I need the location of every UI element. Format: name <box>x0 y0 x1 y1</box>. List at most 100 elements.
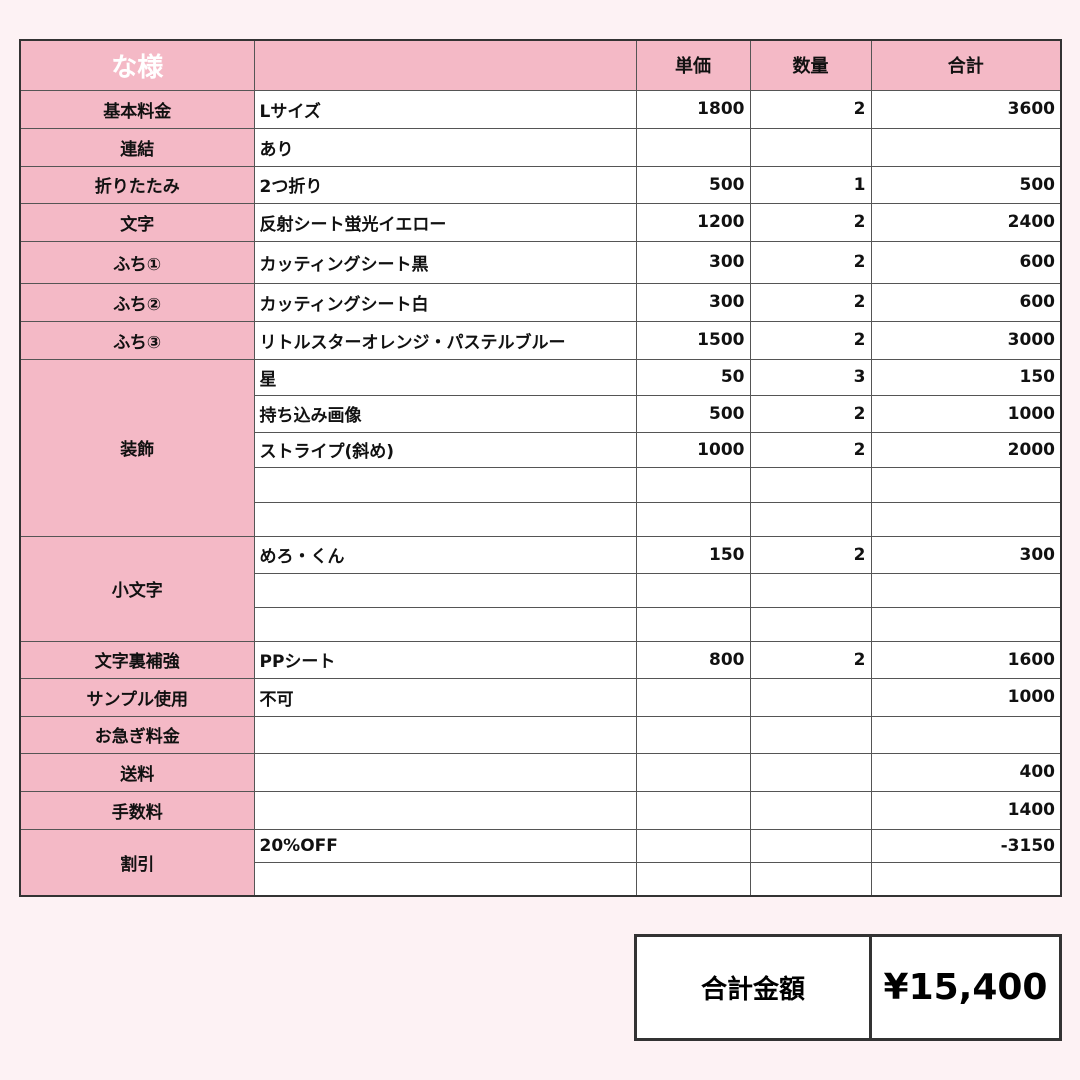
unit-price: 1000 <box>635 431 751 468</box>
line-total: 2400 <box>870 202 1062 242</box>
item-description <box>253 606 637 642</box>
item-description: リトルスターオレンジ・パステルブルー <box>253 320 637 360</box>
quantity <box>749 677 872 717</box>
line-total: -3150 <box>870 828 1062 863</box>
table-row: 送料 400 <box>19 752 1062 792</box>
quantity: 2 <box>749 640 872 679</box>
table-row: 持ち込み画像 500 2 1000 <box>20 394 1062 433</box>
table-row <box>20 501 1062 537</box>
estimate-table: な様 単価 数量 合計 基本料金 Lサイズ 1800 2 3600 連結 あり 折りたたみ 2つ… <box>19 39 1062 897</box>
quantity: 2 <box>749 89 872 129</box>
unit-price <box>635 501 751 537</box>
unit-price <box>635 752 751 792</box>
item-description <box>253 752 637 792</box>
quantity <box>749 466 872 503</box>
table-row: ふち① カッティングシート黒 300 2 600 <box>19 240 1062 284</box>
line-total: 1600 <box>870 640 1062 679</box>
table-row <box>20 572 1062 608</box>
unit-price <box>635 677 751 717</box>
category-label: 装飾 <box>19 358 255 537</box>
item-description <box>253 790 637 830</box>
grand-total-box: 合計金額 ¥15,400 <box>634 934 1062 1041</box>
line-total <box>870 466 1062 503</box>
table-row: 基本料金 Lサイズ 1800 2 3600 <box>19 89 1062 129</box>
item-description <box>253 572 637 608</box>
quantity <box>749 861 872 897</box>
table-header: な様 単価 数量 合計 <box>19 39 1062 91</box>
quantity <box>749 606 872 642</box>
table-row: 折りたたみ 2つ折り 500 1 500 <box>19 165 1062 204</box>
item-description <box>253 501 637 537</box>
table-row <box>20 466 1062 503</box>
category-label: 文字 <box>19 202 255 242</box>
item-description: Lサイズ <box>253 89 637 129</box>
grand-total-value: ¥15,400 <box>883 967 1048 1008</box>
table-row: お急ぎ料金 <box>19 715 1062 754</box>
unit-price <box>635 127 751 167</box>
category-label: 連結 <box>19 127 255 167</box>
line-total: 400 <box>870 752 1062 792</box>
item-description: めろ・くん <box>253 535 637 574</box>
quantity <box>749 752 872 792</box>
category-label: ふち① <box>19 240 255 284</box>
item-description: 星 <box>253 358 637 396</box>
table-row: 連結 あり <box>19 127 1062 167</box>
item-description: 反射シート蛍光イエロー <box>253 202 637 242</box>
item-description: あり <box>253 127 637 167</box>
unit-price <box>635 861 751 897</box>
unit-price <box>635 466 751 503</box>
unit-price <box>635 790 751 830</box>
item-description: 2つ折り <box>253 165 637 204</box>
item-description <box>253 466 637 503</box>
category-label: お急ぎ料金 <box>19 715 255 754</box>
table-row: ふち② カッティングシート白 300 2 600 <box>19 282 1062 322</box>
item-description: 不可 <box>253 677 637 717</box>
unit-price <box>635 572 751 608</box>
unit-price: 500 <box>635 165 751 204</box>
quantity <box>749 127 872 167</box>
quantity: 2 <box>749 431 872 468</box>
line-total: 300 <box>870 535 1062 574</box>
table-row: サンプル使用 不可 1000 <box>19 677 1062 717</box>
grand-total-label: 合計金額 <box>637 937 872 1038</box>
table-row: 文字裏補強 PPシート 800 2 1600 <box>19 640 1062 679</box>
unit-price <box>635 828 751 863</box>
item-description: カッティングシート白 <box>253 282 637 322</box>
unit-price: 1200 <box>635 202 751 242</box>
quantity: 2 <box>749 320 872 360</box>
line-total: 1000 <box>870 677 1062 717</box>
unit-price: 150 <box>635 535 751 574</box>
item-description <box>253 861 637 897</box>
item-description <box>253 715 637 754</box>
quantity: 2 <box>749 282 872 322</box>
line-total: 600 <box>870 240 1062 284</box>
unit-price: 300 <box>635 282 751 322</box>
header-desc <box>253 39 637 91</box>
line-total <box>870 606 1062 642</box>
category-label: 文字裏補強 <box>19 640 255 679</box>
unit-price: 1500 <box>635 320 751 360</box>
line-total: 1400 <box>870 790 1062 830</box>
unit-price <box>635 606 751 642</box>
quantity <box>749 828 872 863</box>
category-label: 折りたたみ <box>19 165 255 204</box>
quantity: 2 <box>749 394 872 433</box>
header-total: 合計 <box>870 39 1062 91</box>
item-description: PPシート <box>253 640 637 679</box>
category-label: 基本料金 <box>19 89 255 129</box>
unit-price: 1800 <box>635 89 751 129</box>
unit-price: 300 <box>635 240 751 284</box>
quantity: 3 <box>749 358 872 396</box>
item-description: 持ち込み画像 <box>253 394 637 433</box>
table-row: ふち③ リトルスターオレンジ・パステルブルー 1500 2 3000 <box>19 320 1062 360</box>
table-row <box>20 861 1062 897</box>
category-label: 小文字 <box>19 535 255 642</box>
line-total <box>870 501 1062 537</box>
category-label: 送料 <box>19 752 255 792</box>
quantity <box>749 715 872 754</box>
quantity: 2 <box>749 240 872 284</box>
category-label: 割引 <box>19 828 255 897</box>
line-total: 600 <box>870 282 1062 322</box>
line-total: 150 <box>870 358 1062 396</box>
line-total <box>870 715 1062 754</box>
